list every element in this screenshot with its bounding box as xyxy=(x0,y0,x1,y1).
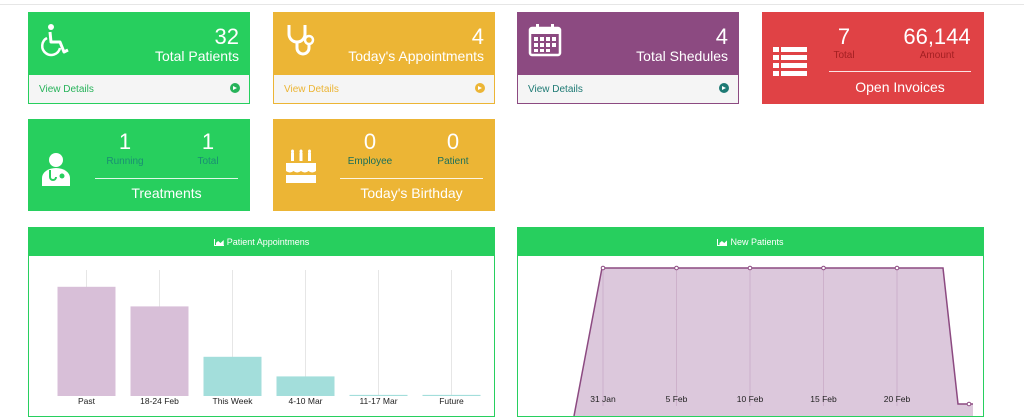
treatments-running-value: 1 xyxy=(118,129,132,154)
doctor-icon xyxy=(42,153,70,186)
arrow-circle-right-icon[interactable] xyxy=(719,83,729,93)
todays-appointments-value: 4 xyxy=(471,24,484,49)
bar[interactable] xyxy=(349,394,408,396)
bar[interactable] xyxy=(130,306,189,396)
area-chart-icon xyxy=(213,239,224,246)
invoices-amount-value: 66,144 xyxy=(903,24,971,49)
invoices-total-label: Total xyxy=(833,50,855,61)
calendar-icon xyxy=(528,24,562,57)
treatments-card: 1 Running 1 Total Treatments xyxy=(28,119,250,211)
bar[interactable] xyxy=(422,394,481,396)
todays-appointments-card: 4 Today's Appointments View Details xyxy=(273,12,495,104)
divider xyxy=(829,71,971,72)
birthday-employee-value: 0 xyxy=(363,129,377,154)
data-point[interactable] xyxy=(674,265,679,271)
bar[interactable] xyxy=(57,286,116,396)
total-patients-card: 32 Total Patients View Details xyxy=(28,12,250,104)
panel-header: Patient Appointmens xyxy=(29,228,494,256)
birthday-title: Today's Birthday xyxy=(360,185,463,201)
divider xyxy=(95,178,238,179)
view-details-link[interactable]: View Details xyxy=(284,84,339,95)
stethoscope-icon xyxy=(287,25,315,56)
x-tick-label: 31 Jan xyxy=(590,394,616,404)
x-tick-label: This Week xyxy=(213,396,254,406)
new-patients-panel: New Patients 31 Jan 5 Feb 10 Feb 15 Feb 20 F… xyxy=(517,227,984,417)
data-point[interactable] xyxy=(821,265,826,271)
arrow-circle-right-icon[interactable] xyxy=(230,83,240,93)
panel-title: Patient Appointmens xyxy=(226,237,310,247)
data-point[interactable] xyxy=(600,265,606,271)
appointments-bar-chart: Past 18-24 Feb This Week 4-10 Mar 11-17 Mar F… xyxy=(57,270,481,406)
total-patients-view-details[interactable]: View Details xyxy=(29,75,249,103)
birthday-patient-value: 0 xyxy=(446,129,460,154)
total-patients-value: 32 xyxy=(214,24,239,49)
data-point[interactable] xyxy=(747,265,753,271)
x-tick-label: Past xyxy=(78,396,96,406)
total-schedules-label: Total Shedules xyxy=(636,48,728,64)
x-tick-label: 11-17 Mar xyxy=(359,396,397,406)
x-tick-label: Future xyxy=(439,396,464,406)
top-divider xyxy=(0,4,1024,5)
total-schedules-card: 4 Total Shedules View Details xyxy=(517,12,739,104)
data-point[interactable] xyxy=(966,401,972,407)
open-invoices-card: 7 Total 66,144 Amount Open Invoices xyxy=(762,12,984,104)
panel-header: New Patients xyxy=(518,228,983,256)
bar[interactable] xyxy=(203,356,262,396)
divider xyxy=(340,178,483,179)
invoices-total-value: 7 xyxy=(837,24,851,49)
patient-appointments-panel: Patient Appointmens Past 18-24 Feb This We… xyxy=(28,227,495,417)
birthday-employee-label: Employee xyxy=(347,156,393,167)
todays-appointments-label: Today's Appointments xyxy=(348,48,484,64)
x-tick-label: 20 Feb xyxy=(884,394,911,404)
bar[interactable] xyxy=(276,376,335,396)
invoices-amount-label: Amount xyxy=(919,50,955,61)
treatments-running-label: Running xyxy=(106,156,144,167)
birthday-patient-label: Patient xyxy=(437,156,469,167)
x-tick-label: 15 Feb xyxy=(810,394,837,404)
new-patients-area-chart: 31 Jan 5 Feb 10 Feb 15 Feb 20 Feb xyxy=(573,265,973,416)
total-schedules-value: 4 xyxy=(715,24,728,49)
x-tick-label: 4-10 Mar xyxy=(288,396,322,406)
total-patients-label: Total Patients xyxy=(154,48,239,64)
treatments-title: Treatments xyxy=(131,185,202,201)
x-tick-label: 10 Feb xyxy=(737,394,764,404)
arrow-circle-right-icon[interactable] xyxy=(475,83,485,93)
panel-title: New Patients xyxy=(730,237,784,247)
treatments-total-label: Total xyxy=(197,156,219,167)
x-tick-label: 5 Feb xyxy=(666,394,688,404)
area-chart-icon xyxy=(717,239,728,246)
data-point[interactable] xyxy=(894,265,900,271)
total-schedules-view-details[interactable]: View Details xyxy=(518,75,738,103)
area-fill xyxy=(574,268,973,416)
list-icon xyxy=(773,47,807,76)
view-details-link[interactable]: View Details xyxy=(39,84,94,95)
todays-appointments-view-details[interactable]: View Details xyxy=(274,75,494,103)
treatments-total-value: 1 xyxy=(201,129,215,154)
x-tick-label: 18-24 Feb xyxy=(140,396,179,406)
birthday-card: 0 Employee 0 Patient Today's Birthday xyxy=(273,119,495,211)
wheelchair-icon xyxy=(40,24,69,57)
open-invoices-title: Open Invoices xyxy=(855,79,945,95)
series-line xyxy=(573,267,973,416)
birthday-cake-icon xyxy=(286,149,316,183)
view-details-link[interactable]: View Details xyxy=(528,84,583,95)
